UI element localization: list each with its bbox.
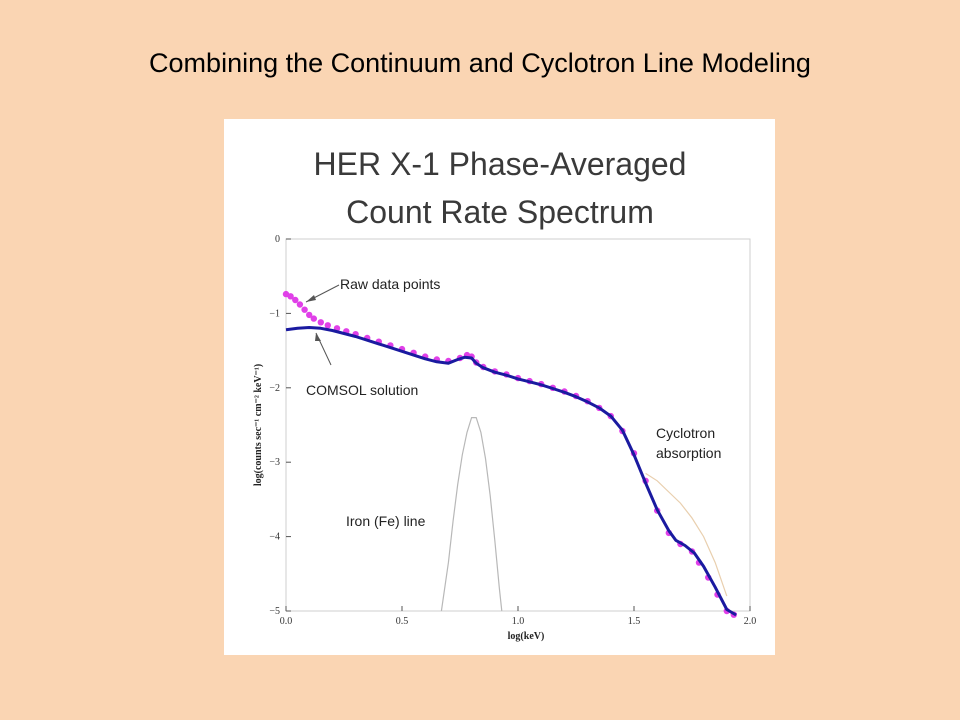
comsol-solution-line <box>285 326 737 617</box>
raw-data-point <box>296 301 304 308</box>
comsol-arrow <box>315 332 332 366</box>
figure-panel: HER X-1 Phase-Averaged Count Rate Spectr… <box>224 119 775 655</box>
y-tick-label: −2 <box>269 383 280 394</box>
annotation-cyclotron-2: absorption <box>656 445 721 461</box>
plot-series <box>282 290 737 618</box>
x-tick-label: 0.0 <box>280 616 293 627</box>
x-tick-label: 1.5 <box>628 616 641 627</box>
annotation-iron-line: Iron (Fe) line <box>346 513 426 529</box>
annotation-raw-data: Raw data points <box>340 276 440 292</box>
raw-data-point <box>324 322 331 329</box>
axis-ticks: 0.0 0.5 1.0 1.5 2.0 0 −1 −2 −3 −4 −5 <box>269 234 756 627</box>
chart-title-line-2: Count Rate Spectrum <box>346 194 654 230</box>
annotation-comsol: COMSOL solution <box>306 382 418 398</box>
raw-data-point <box>317 319 324 326</box>
y-tick-label: 0 <box>275 234 280 245</box>
x-axis-title: log(keV) <box>508 631 545 642</box>
y-tick-label: −5 <box>269 606 280 617</box>
y-axis-title: log(counts sec⁻¹ cm⁻² keV⁻¹) <box>253 364 264 486</box>
y-tick-label: −3 <box>269 457 280 468</box>
x-tick-label: 0.5 <box>396 616 409 627</box>
raw-data-point <box>292 296 299 304</box>
slide-title: Combining the Continuum and Cyclotron Li… <box>149 48 811 78</box>
raw-data-point <box>310 315 317 322</box>
raw-data-point <box>287 293 294 300</box>
x-tick-label: 2.0 <box>744 616 757 627</box>
y-tick-label: −4 <box>269 532 280 543</box>
iron-line-curve <box>440 417 503 612</box>
raw-data-arrow <box>305 284 340 303</box>
raw-data-point <box>301 306 308 313</box>
annotation-cyclotron-1: Cyclotron <box>656 425 715 441</box>
y-tick-label: −1 <box>269 308 280 319</box>
x-tick-label: 1.0 <box>512 616 525 627</box>
chart-title-line-1: HER X-1 Phase-Averaged <box>314 146 687 182</box>
raw-data-point <box>306 311 313 319</box>
spectrum-chart: HER X-1 Phase-Averaged Count Rate Spectr… <box>253 146 756 642</box>
cyclotron-continuum-curve <box>645 472 728 597</box>
